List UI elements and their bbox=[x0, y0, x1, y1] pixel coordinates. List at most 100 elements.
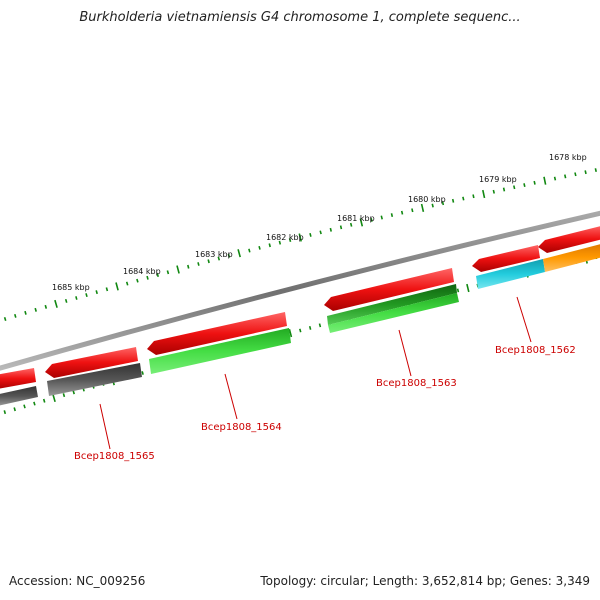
minor-tick bbox=[309, 233, 312, 237]
minor-tick bbox=[44, 304, 48, 309]
minor-tick bbox=[85, 293, 88, 298]
minor-tick bbox=[3, 410, 7, 415]
minor-tick bbox=[146, 275, 149, 280]
minor-tick bbox=[62, 393, 66, 398]
minor-tick bbox=[141, 371, 144, 375]
minor-tick bbox=[64, 298, 68, 303]
major-tick bbox=[482, 189, 486, 199]
minor-tick bbox=[456, 288, 460, 293]
minor-tick bbox=[33, 401, 36, 406]
minor-tick bbox=[248, 248, 251, 253]
minor-tick bbox=[288, 238, 292, 242]
major-tick bbox=[466, 283, 470, 293]
cds-feature[interactable] bbox=[476, 259, 545, 289]
minor-tick bbox=[564, 174, 567, 179]
cds-feature[interactable] bbox=[327, 284, 457, 325]
kbp-label: 1679 kbp bbox=[479, 175, 517, 184]
gene-name-label[interactable]: Bcep1808_1562 bbox=[495, 345, 576, 356]
minor-tick bbox=[187, 264, 190, 269]
gene-name-label[interactable]: Bcep1808_1565 bbox=[74, 451, 155, 462]
minor-tick bbox=[339, 225, 343, 230]
gene-arrow[interactable] bbox=[538, 225, 600, 253]
minor-tick bbox=[13, 407, 16, 412]
major-tick bbox=[420, 203, 425, 212]
cds-feature[interactable] bbox=[149, 328, 291, 374]
minor-tick bbox=[136, 278, 139, 283]
gene-arrow[interactable] bbox=[324, 268, 454, 311]
cds-feature[interactable] bbox=[543, 243, 600, 272]
minor-tick bbox=[3, 316, 7, 321]
major-tick bbox=[298, 233, 302, 242]
minor-tick bbox=[125, 281, 129, 286]
gene-name-label[interactable]: Bcep1808_1564 bbox=[201, 422, 282, 433]
kbp-label: 1684 kbp bbox=[123, 267, 161, 276]
minor-tick bbox=[156, 273, 159, 277]
gene-name-label[interactable]: Bcep1808_1563 bbox=[376, 378, 457, 389]
major-tick bbox=[115, 282, 119, 291]
chromosome-backbone bbox=[0, 210, 600, 371]
kbp-label: 1678 kbp bbox=[549, 153, 587, 162]
kbp-label: 1681 kbp bbox=[337, 214, 375, 223]
kbp-label: 1683 kbp bbox=[195, 250, 233, 259]
minor-tick bbox=[441, 201, 445, 206]
minor-tick bbox=[34, 307, 37, 312]
minor-tick bbox=[329, 227, 332, 232]
major-tick bbox=[54, 299, 58, 308]
minor-tick bbox=[451, 198, 455, 203]
minor-tick bbox=[400, 210, 404, 215]
minor-tick bbox=[370, 218, 373, 222]
minor-tick bbox=[513, 185, 516, 190]
minor-tick bbox=[95, 290, 98, 295]
minor-tick bbox=[574, 172, 577, 177]
major-tick bbox=[52, 393, 56, 403]
minor-tick bbox=[166, 270, 170, 275]
gene-arrow[interactable] bbox=[472, 245, 540, 272]
kbp-label: 1680 kbp bbox=[408, 195, 446, 204]
minor-tick bbox=[308, 326, 312, 330]
major-tick bbox=[543, 176, 547, 185]
minor-tick bbox=[411, 208, 414, 213]
topology-summary: Topology: circular; Length: 3,652,814 bp… bbox=[260, 574, 590, 588]
cds-feature[interactable] bbox=[328, 293, 459, 333]
major-tick bbox=[237, 249, 241, 258]
minor-tick bbox=[42, 398, 46, 403]
minor-tick bbox=[23, 404, 26, 409]
minor-tick bbox=[584, 170, 587, 175]
minor-tick bbox=[390, 213, 394, 217]
minor-tick bbox=[24, 310, 27, 315]
minor-tick bbox=[268, 243, 271, 248]
minor-tick bbox=[523, 183, 526, 187]
minor-tick bbox=[502, 187, 506, 192]
gene-name-labels: Bcep1808_1562 Bcep1808_1563 Bcep1808_156… bbox=[74, 345, 576, 462]
minor-tick bbox=[105, 287, 109, 292]
minor-tick bbox=[278, 240, 282, 245]
kbp-label: 1682 kbp bbox=[266, 233, 304, 242]
minor-tick bbox=[75, 296, 78, 300]
minor-tick bbox=[472, 194, 475, 199]
minor-tick bbox=[72, 390, 75, 395]
gene-leader-lines bbox=[99, 296, 532, 450]
minor-tick bbox=[462, 196, 465, 201]
map-title: Burkholderia vietnamiensis G4 chromosome… bbox=[79, 10, 521, 25]
cds-feature[interactable] bbox=[47, 363, 142, 396]
minor-tick bbox=[197, 262, 200, 266]
minor-tick bbox=[258, 245, 261, 250]
minor-tick bbox=[594, 168, 597, 172]
minor-tick bbox=[299, 328, 302, 333]
outer-tick-ring bbox=[3, 168, 597, 321]
minor-tick bbox=[217, 256, 221, 261]
minor-tick bbox=[318, 323, 322, 328]
minor-tick bbox=[207, 259, 210, 264]
minor-tick bbox=[553, 176, 557, 181]
gene-arrow[interactable] bbox=[147, 312, 287, 355]
minor-tick bbox=[431, 203, 434, 208]
gene-arrow[interactable] bbox=[0, 368, 36, 389]
minor-tick bbox=[349, 222, 353, 227]
gene-arrow[interactable] bbox=[45, 347, 138, 378]
major-tick bbox=[288, 329, 293, 338]
minor-tick bbox=[533, 180, 536, 185]
major-tick bbox=[176, 265, 180, 274]
major-tick bbox=[359, 218, 364, 227]
cds-feature[interactable] bbox=[0, 386, 38, 406]
